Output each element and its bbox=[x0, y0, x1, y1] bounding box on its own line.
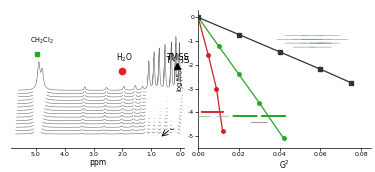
X-axis label: G$^2$: G$^2$ bbox=[279, 158, 290, 171]
Y-axis label: log(I/I$_0$): log(I/I$_0$) bbox=[175, 66, 185, 92]
X-axis label: ppm: ppm bbox=[89, 158, 106, 168]
Text: G: G bbox=[169, 123, 175, 132]
Text: TMSS: TMSS bbox=[165, 56, 189, 64]
Text: TMSS: TMSS bbox=[166, 53, 189, 62]
Text: H$_2$O: H$_2$O bbox=[116, 51, 133, 64]
Text: CH$_2$Cl$_2$: CH$_2$Cl$_2$ bbox=[30, 36, 53, 46]
